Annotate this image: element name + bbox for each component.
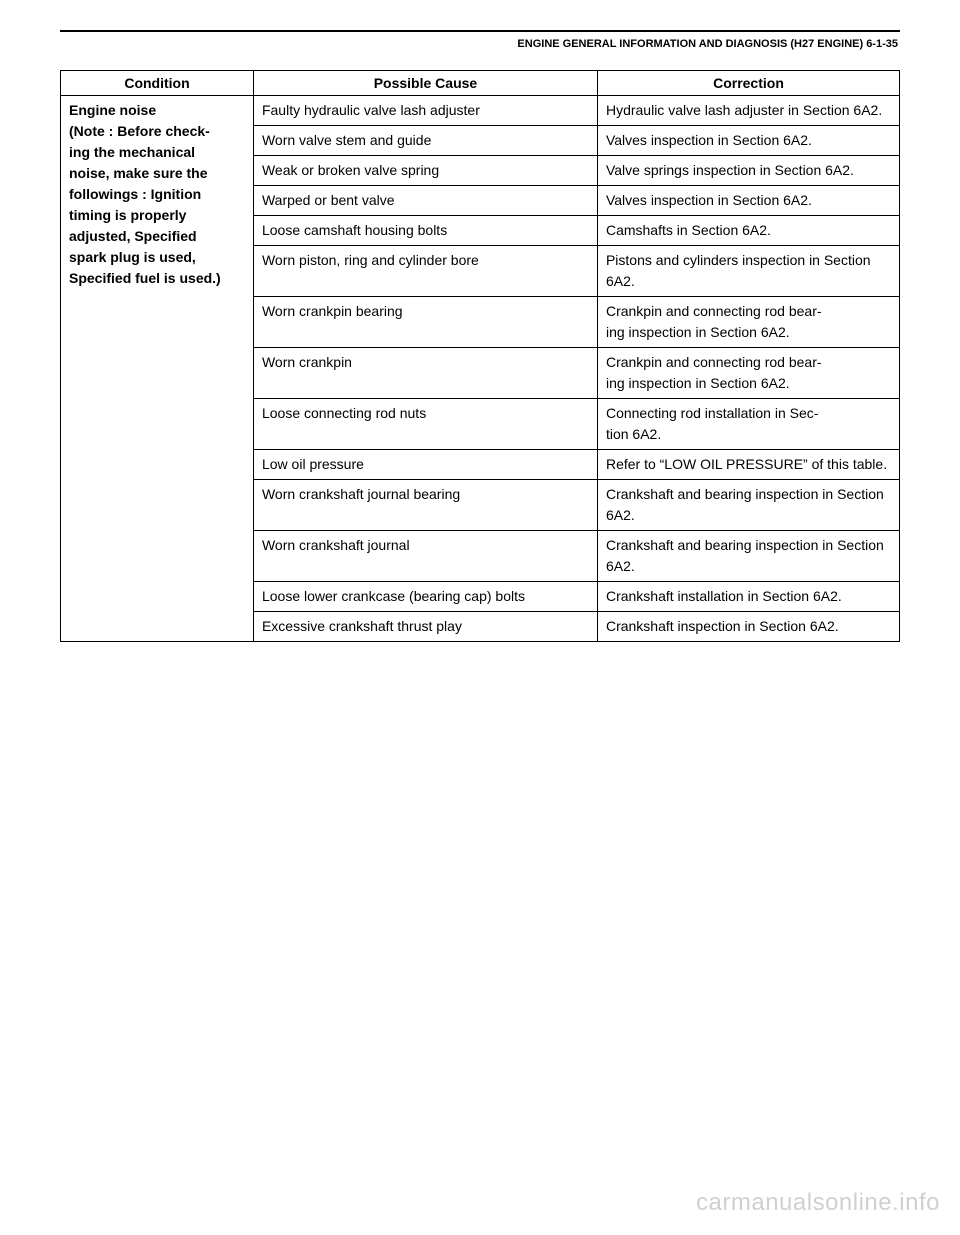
correction-cell: Crankshaft and bearing inspection in Sec… — [597, 480, 899, 531]
cause-cell: Excessive crankshaft thrust play — [253, 612, 597, 642]
cause-cell: Worn crankshaft journal bearing — [253, 480, 597, 531]
page-header: ENGINE GENERAL INFORMATION AND DIAGNOSIS… — [60, 38, 900, 50]
correction-cell: Valves inspection in Section 6A2. — [597, 186, 899, 216]
correction-cell: Crankpin and connecting rod bear-ing ins… — [597, 348, 899, 399]
cause-cell: Loose lower crankcase (bearing cap) bolt… — [253, 582, 597, 612]
correction-cell: Crankpin and connecting rod bear-ing ins… — [597, 297, 899, 348]
page-container: ENGINE GENERAL INFORMATION AND DIAGNOSIS… — [0, 0, 960, 642]
header-cause: Possible Cause — [253, 71, 597, 96]
correction-cell: Hydraulic valve lash adjuster in Section… — [597, 96, 899, 126]
table-header-row: Condition Possible Cause Correction — [61, 71, 900, 96]
cause-cell: Worn crankpin — [253, 348, 597, 399]
diagnosis-table: Condition Possible Cause Correction Engi… — [60, 70, 900, 642]
cause-cell: Weak or broken valve spring — [253, 156, 597, 186]
cause-cell: Low oil pressure — [253, 450, 597, 480]
cause-cell: Worn piston, ring and cylinder bore — [253, 246, 597, 297]
table-row: Engine noise(Note : Before check-ing the… — [61, 96, 900, 126]
cause-cell: Worn crankshaft journal — [253, 531, 597, 582]
correction-cell: Crankshaft installation in Section 6A2. — [597, 582, 899, 612]
correction-cell: Pistons and cylinders inspection in Sect… — [597, 246, 899, 297]
cause-cell: Loose connecting rod nuts — [253, 399, 597, 450]
correction-cell: Connecting rod installation in Sec-tion … — [597, 399, 899, 450]
correction-cell: Crankshaft inspection in Section 6A2. — [597, 612, 899, 642]
header-correction: Correction — [597, 71, 899, 96]
cause-cell: Faulty hydraulic valve lash adjuster — [253, 96, 597, 126]
header-condition: Condition — [61, 71, 254, 96]
cause-cell: Loose camshaft housing bolts — [253, 216, 597, 246]
correction-cell: Refer to “LOW OIL PRESSURE” of this tabl… — [597, 450, 899, 480]
correction-cell: Crankshaft and bearing inspection in Sec… — [597, 531, 899, 582]
table-body: Engine noise(Note : Before check-ing the… — [61, 96, 900, 642]
condition-cell: Engine noise(Note : Before check-ing the… — [61, 96, 254, 642]
watermark: carmanualsonline.info — [696, 1189, 940, 1217]
cause-cell: Worn crankpin bearing — [253, 297, 597, 348]
cause-cell: Worn valve stem and guide — [253, 126, 597, 156]
cause-cell: Warped or bent valve — [253, 186, 597, 216]
correction-cell: Valves inspection in Section 6A2. — [597, 126, 899, 156]
correction-cell: Valve springs inspection in Section 6A2. — [597, 156, 899, 186]
header-rule — [60, 30, 900, 32]
correction-cell: Camshafts in Section 6A2. — [597, 216, 899, 246]
